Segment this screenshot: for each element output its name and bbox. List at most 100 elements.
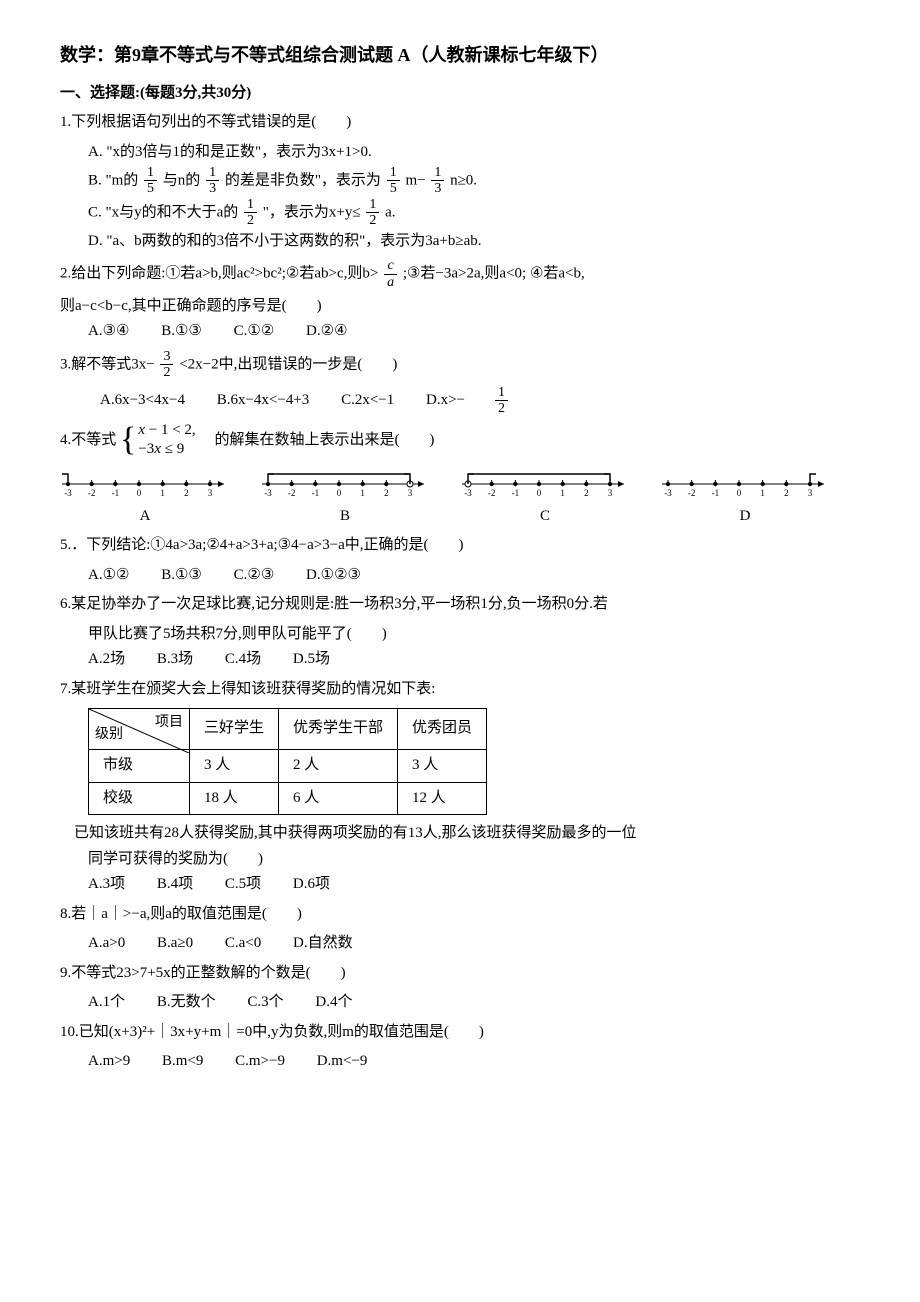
fraction-1-2: 12 (366, 197, 379, 229)
cell: 12 人 (398, 782, 487, 815)
cell: 校级 (89, 782, 190, 815)
svg-text:-2: -2 (88, 488, 96, 498)
q9-optD: D.4个 (315, 994, 352, 1010)
numberline-D: -3-2-10123 D (660, 470, 830, 530)
q8-optD: D.自然数 (293, 935, 353, 951)
q10-optD: D.m<−9 (317, 1053, 368, 1069)
section-heading: 一、选择题:(每题3分,共30分) (60, 81, 860, 107)
q3-optD: D.x>−12 (426, 392, 564, 408)
q3-optC: C.2x<−1 (341, 392, 394, 408)
svg-text:1: 1 (760, 488, 765, 498)
q7-optA: A.3项 (88, 876, 125, 892)
q5-optB: B.①③ (161, 567, 202, 583)
q1-optB: B. "m的 15 与n的 13 的差是非负数"，表示为 15 m− 13 n≥… (60, 165, 860, 197)
svg-text:2: 2 (584, 488, 589, 498)
numberline-A: -3 -2 -1 0 1 2 3 A (60, 470, 230, 530)
numberline-B: -3-2-10123 B (260, 470, 430, 530)
svg-text:-1: -1 (112, 488, 120, 498)
q1-stem: 1.下列根据语句列出的不等式错误的是( ) (60, 110, 860, 136)
svg-text:0: 0 (337, 488, 342, 498)
label-B: B (260, 504, 430, 530)
svg-text:-3: -3 (64, 488, 72, 498)
q3-options: A.6x−3<4x−4 B.6x−4x<−4+3 C.2x<−1 D.x>−12 (60, 385, 860, 417)
cell: 2 人 (279, 750, 398, 783)
q9-options: A.1个 B.无数个 C.3个 D.4个 (60, 990, 860, 1016)
q2-optB: B.①③ (161, 323, 202, 339)
q2-line2: 则a−c<b−c,其中正确命题的序号是( ) (60, 294, 860, 320)
text: 的差是非负数"，表示为 (225, 172, 381, 188)
svg-text:-2: -2 (288, 488, 296, 498)
q7-optC: C.5项 (225, 876, 261, 892)
fraction-c-a: ca (384, 258, 397, 290)
q10-stem: 10.已知(x+3)²+｜3x+y+m｜=0中,y为负数,则m的取值范围是( ) (60, 1020, 860, 1046)
header-item: 项目 (155, 711, 183, 735)
q10-optB: B.m<9 (162, 1053, 203, 1069)
q2-stem: 2.给出下列命题:①若a>b,则ac²>bc²;②若ab>c,则b> ca ;③… (60, 258, 860, 290)
q5-options: A.①② B.①③ C.②③ D.①②③ (60, 563, 860, 589)
label-A: A (60, 504, 230, 530)
svg-text:-1: -1 (712, 488, 720, 498)
q9-optA: A.1个 (88, 994, 125, 1010)
svg-text:-3: -3 (464, 488, 472, 498)
q6-options: A.2场 B.3场 C.4场 D.5场 (60, 647, 860, 673)
svg-text:3: 3 (608, 488, 613, 498)
text: "，表示为x+y≤ (263, 204, 361, 220)
svg-text:3: 3 (808, 488, 813, 498)
q8-optB: B.a≥0 (157, 935, 193, 951)
fraction-3-2: 32 (160, 349, 173, 381)
svg-text:2: 2 (184, 488, 189, 498)
text: 3.解不等式3x− (60, 356, 155, 372)
col-header: 优秀团员 (398, 709, 487, 750)
table-row: 校级 18 人 6 人 12 人 (89, 782, 487, 815)
svg-text:1: 1 (160, 488, 165, 498)
svg-text:-3: -3 (664, 488, 672, 498)
cell: 6 人 (279, 782, 398, 815)
text: 2.给出下列命题:①若a>b,则ac²>bc²;②若ab>c,则b> (60, 265, 378, 281)
q3-optB: B.6x−4x<−4+3 (217, 392, 310, 408)
q8-optA: A.a>0 (88, 935, 125, 951)
q8-optC: C.a<0 (225, 935, 261, 951)
table-row: 市级 3 人 2 人 3 人 (89, 750, 487, 783)
q5-stem: 5.．下列结论:①4a>3a;②4+a>3+a;③4−a>3−a中,正确的是( … (60, 533, 860, 559)
award-table: 项目 级别 三好学生 优秀学生干部 优秀团员 市级 3 人 2 人 3 人 校级… (88, 708, 487, 815)
text: m− (405, 172, 425, 188)
col-header: 优秀学生干部 (279, 709, 398, 750)
svg-text:0: 0 (537, 488, 542, 498)
q6-optC: C.4场 (225, 651, 261, 667)
q9-optB: B.无数个 (157, 994, 216, 1010)
q9-optC: C.3个 (247, 994, 283, 1010)
text: 的解集在数轴上表示出来是( ) (199, 431, 434, 447)
inequality-system: { x − 1 < 2, −3x ≤ 9 (120, 421, 196, 460)
svg-text:-1: -1 (512, 488, 519, 498)
q6-optD: D.5场 (293, 651, 330, 667)
cell: 18 人 (190, 782, 279, 815)
table-diagonal-header: 项目 级别 (89, 709, 190, 750)
svg-text:2: 2 (384, 488, 389, 498)
svg-text:3: 3 (208, 488, 213, 498)
q7-optB: B.4项 (157, 876, 193, 892)
text: n≥0. (450, 172, 477, 188)
text: D.x>− (426, 392, 465, 408)
q5-optD: D.①②③ (306, 567, 361, 583)
text: 4.不等式 (60, 431, 116, 447)
q1-optC: C. "x与y的和不大于a的 12 "，表示为x+y≤ 12 a. (60, 197, 860, 229)
header-level: 级别 (95, 723, 123, 747)
q6-line1: 6.某足协举办了一次足球比赛,记分规则是:胜一场积3分,平一场积1分,负一场积0… (60, 592, 860, 618)
q8-options: A.a>0 B.a≥0 C.a<0 D.自然数 (60, 931, 860, 957)
q10-optC: C.m>−9 (235, 1053, 285, 1069)
svg-text:0: 0 (137, 488, 142, 498)
q9-stem: 9.不等式23>7+5x的正整数解的个数是( ) (60, 961, 860, 987)
text: B. "m的 (88, 172, 138, 188)
svg-text:-3: -3 (264, 488, 272, 498)
q5-optC: C.②③ (234, 567, 275, 583)
cell: 市级 (89, 750, 190, 783)
q7-post2: 同学可获得的奖励为( ) (60, 847, 860, 873)
fraction-1-2: 12 (495, 385, 536, 417)
svg-text:-2: -2 (688, 488, 696, 498)
cell: 3 人 (190, 750, 279, 783)
svg-text:3: 3 (408, 488, 413, 498)
q2-optC: C.①② (234, 323, 275, 339)
svg-text:1: 1 (360, 488, 365, 498)
text: C. "x与y的和不大于a的 (88, 204, 238, 220)
q3-optA: A.6x−3<4x−4 (100, 392, 185, 408)
